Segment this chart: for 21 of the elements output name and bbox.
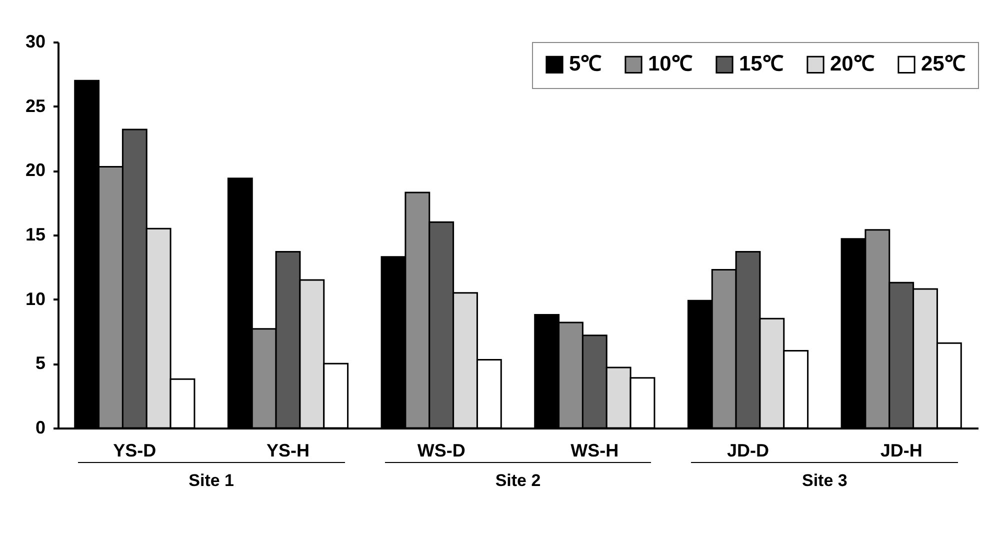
legend-label: 25℃ (921, 52, 966, 76)
x-tick-label: JD-H (880, 440, 922, 460)
text: Site 3 (801, 471, 848, 491)
x-tick-label: WS-H (570, 440, 619, 460)
text: Site 2 (494, 471, 542, 491)
x-tick-label: WS-D (417, 440, 466, 460)
legend-label: 10℃ (648, 52, 692, 76)
legend-label: 5℃ (569, 52, 602, 76)
y-tick-label: 10 (25, 288, 46, 309)
text: Site 1 (188, 471, 236, 491)
y-tick-label: 30 (25, 32, 46, 52)
y-tick-label: 5 (35, 353, 46, 374)
y-tick-label: 15 (25, 224, 46, 244)
legend-label: 20℃ (830, 52, 874, 76)
y-tick-label: 20 (25, 160, 46, 180)
y-tick-label: 0 (35, 418, 46, 438)
x-tick-label: JD-D (726, 440, 770, 460)
x-tick-label: YS-H (266, 440, 310, 460)
legend-label: 15℃ (739, 52, 784, 76)
y-tick-label: 25 (25, 96, 46, 116)
x-tick-label: YS-D (113, 440, 156, 460)
